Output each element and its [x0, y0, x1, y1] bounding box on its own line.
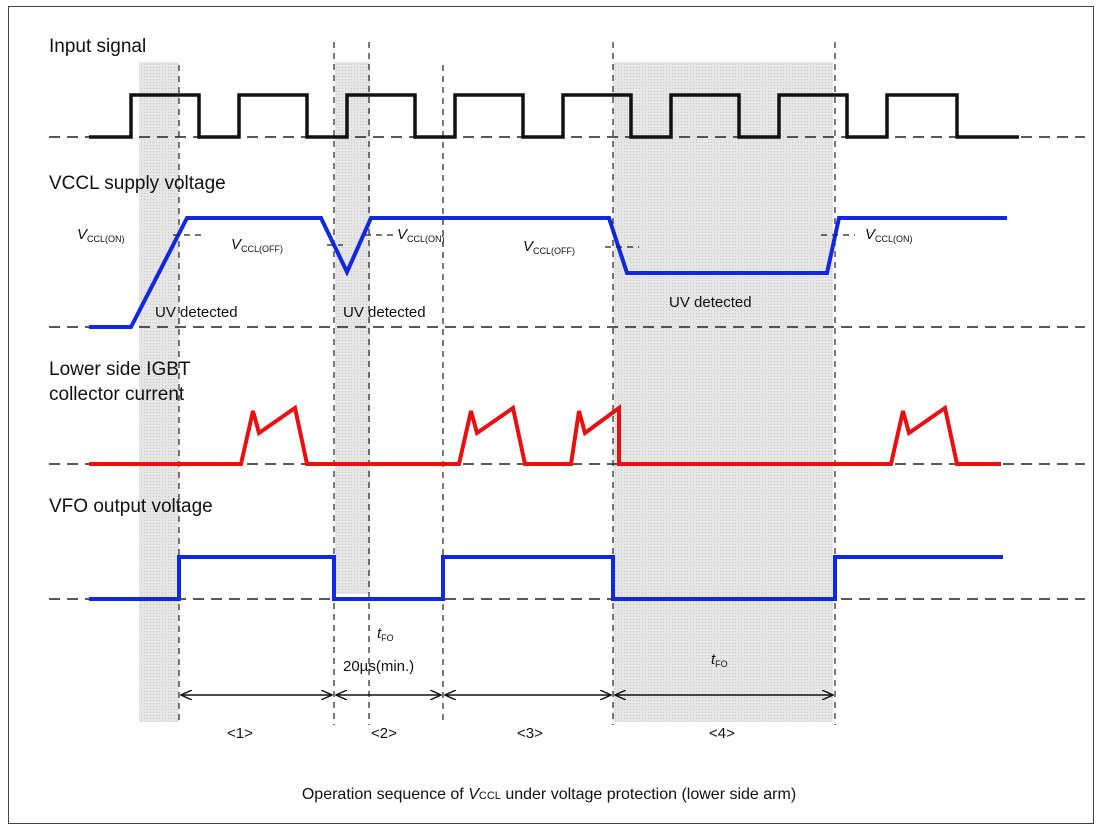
tfo-label-2: tFO	[711, 651, 728, 669]
input-signal-label: Input signal	[49, 36, 146, 57]
vfo-label: VFO output voltage	[49, 496, 213, 517]
timing-diagram: Input signal VCCL supply voltage Lower s…	[49, 36, 1085, 803]
igbt-label-line1: Lower side IGBT	[49, 359, 191, 380]
igbt-label-line2: collector current	[49, 384, 185, 405]
vccl-waveform	[89, 216, 1007, 329]
vccl-off-label-1: VCCL(OFF)	[231, 236, 283, 254]
shade-region-2	[335, 62, 370, 594]
uv-detected-label-1: UV detected	[155, 304, 238, 321]
vccl-off-label-2: VCCL(OFF)	[523, 238, 575, 256]
collector-current-waveform	[89, 404, 1001, 466]
interval-label-4: <4>	[709, 725, 735, 742]
vccl-on-label-1: VCCL(ON)	[77, 226, 125, 244]
min-time-label: 20µs(min.)	[343, 658, 414, 675]
diagram-frame: Input signal VCCL supply voltage Lower s…	[8, 6, 1094, 824]
vfo-waveform	[89, 555, 1003, 601]
uv-detected-label-2: UV detected	[343, 304, 426, 321]
vccl-on-label-2: VCCL(ON)	[397, 226, 445, 244]
tfo-label-1: tFO	[377, 625, 394, 643]
vccl-on-label-3: VCCL(ON)	[865, 226, 913, 244]
uv-detected-label-3: UV detected	[669, 294, 752, 311]
vccl-label: VCCL supply voltage	[49, 173, 226, 194]
shade-region-1	[139, 62, 179, 722]
interval-label-3: <3>	[517, 725, 543, 742]
figure-caption: Operation sequence of VCCL under voltage…	[302, 786, 796, 803]
interval-label-2: <2>	[371, 725, 397, 742]
shade-region-4	[613, 62, 833, 722]
input-signal-waveform	[89, 93, 1019, 139]
interval-label-1: <1>	[227, 725, 253, 742]
